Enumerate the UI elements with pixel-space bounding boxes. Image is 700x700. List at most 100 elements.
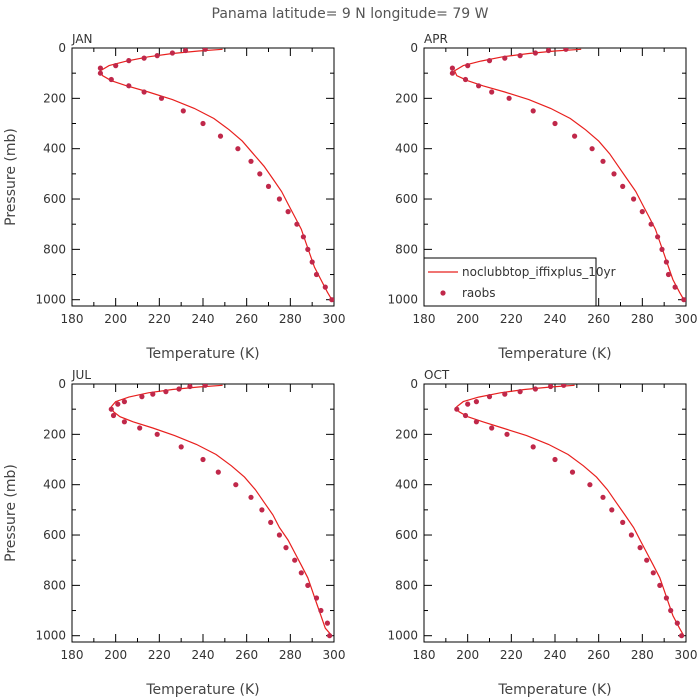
series-point-raobs-jul — [108, 406, 114, 412]
series-point-raobs-oct — [489, 425, 495, 431]
panel-jan: JAN Temperature (K) Pressure (mb) 180 200… — [3, 32, 345, 362]
series-point-raobs-jul — [154, 431, 160, 437]
y-tick-label-apr: 1000 — [387, 293, 418, 307]
series-point-raobs-oct — [620, 519, 626, 526]
series-point-raobs-jan — [309, 259, 315, 265]
x-tick-label-jul: 260 — [235, 648, 258, 662]
series-point-raobs-oct — [679, 633, 685, 639]
series-point-raobs-apr — [563, 48, 569, 52]
series-point-raobs-jan — [300, 234, 306, 240]
panel-title-oct: OCT — [424, 368, 450, 382]
series-point-raobs-jan — [257, 171, 263, 177]
series-point-raobs-jul — [202, 384, 208, 388]
y-tick-label-jul: 400 — [43, 478, 66, 492]
series-point-raobs-jan — [108, 76, 114, 83]
series-point-raobs-oct — [561, 384, 567, 388]
x-tick-label-apr: 200 — [456, 312, 479, 326]
ylabel-jan: Pressure (mb) — [3, 128, 19, 226]
series-point-raobs-oct — [454, 406, 460, 412]
series-point-raobs-jul — [215, 469, 221, 475]
series-point-raobs-jul — [115, 401, 121, 407]
series-point-raobs-apr — [600, 158, 606, 164]
series-point-raobs-apr — [663, 259, 670, 265]
x-tick-label-apr: 220 — [500, 312, 523, 326]
x-tick-label-jul: 300 — [323, 648, 346, 662]
series-point-raobs-jul — [283, 545, 289, 551]
series-point-raobs-oct — [674, 620, 680, 626]
y-tick-label-oct: 600 — [395, 528, 418, 542]
x-tick-label-jul: 220 — [148, 648, 171, 662]
y-tick-label-oct: 400 — [395, 478, 418, 492]
series-point-raobs-jul — [137, 425, 143, 431]
series-point-raobs-jul — [327, 633, 333, 639]
x-tick-label-jul: 240 — [192, 648, 215, 662]
x-tick-label-oct: 240 — [544, 648, 567, 662]
x-tick-label-apr: 260 — [587, 312, 610, 326]
y-tick-label-jan: 600 — [43, 192, 66, 206]
series-point-raobs-apr — [589, 146, 595, 152]
series-point-raobs-jul — [178, 444, 184, 450]
y-tick-label-jul: 800 — [43, 578, 66, 592]
series-point-raobs-oct — [637, 545, 643, 551]
series-point-raobs-apr — [655, 234, 661, 240]
series-point-raobs-apr — [530, 108, 536, 114]
series-point-raobs-oct — [548, 384, 554, 390]
series-point-raobs-apr — [476, 83, 482, 89]
series-point-raobs-oct — [600, 494, 606, 500]
series-point-raobs-apr — [648, 221, 654, 227]
series-point-raobs-jul — [121, 419, 127, 425]
x-tick-label-oct: 180 — [413, 648, 436, 662]
series-point-raobs-jan — [154, 53, 160, 59]
series-point-raobs-jul — [318, 607, 324, 614]
y-tick-label-apr: 600 — [395, 192, 418, 206]
series-point-raobs-apr — [517, 53, 523, 59]
x-tick-label-apr: 280 — [631, 312, 654, 326]
series-point-raobs-jul — [150, 391, 156, 397]
series-point-raobs-jul — [110, 412, 117, 419]
x-tick-label-oct: 260 — [587, 648, 610, 662]
y-tick-label-apr: 200 — [395, 91, 418, 105]
y-tick-label-oct: 200 — [395, 427, 418, 441]
series-point-raobs-oct — [628, 532, 635, 538]
series-point-raobs-oct — [473, 399, 479, 405]
plot-frame-jul — [71, 383, 335, 643]
y-tick-label-jul: 200 — [43, 427, 66, 441]
panel-title-jul: JUL — [71, 368, 91, 382]
series-point-raobs-jan — [180, 108, 186, 114]
series-point-raobs-apr — [465, 63, 471, 69]
y-tick-label-oct: 0 — [410, 377, 418, 391]
x-tick-label-jan: 240 — [192, 312, 215, 326]
x-tick-label-jan: 200 — [104, 312, 127, 326]
series-point-raobs-oct — [587, 482, 593, 488]
series-point-raobs-jul — [313, 595, 320, 601]
y-tick-label-jan: 800 — [43, 242, 66, 256]
y-tick-label-jan: 400 — [43, 142, 66, 156]
series-line-model-oct — [456, 384, 685, 636]
x-tick-label-apr: 300 — [675, 312, 698, 326]
panel-jul: JUL Temperature (K) Pressure (mb) 180 200… — [3, 368, 345, 698]
x-tick-label-jul: 180 — [61, 648, 84, 662]
plot-frame-oct — [423, 383, 687, 643]
series-point-raobs-oct — [532, 386, 539, 392]
x-tick-label-oct: 280 — [631, 648, 654, 662]
series-point-raobs-oct — [552, 456, 558, 463]
series-point-raobs-oct — [644, 557, 650, 563]
series-point-raobs-jan — [265, 183, 272, 189]
y-tick-label-apr: 0 — [410, 41, 418, 55]
series-point-raobs-apr — [572, 133, 578, 139]
y-tick-label-oct: 1000 — [387, 629, 418, 643]
series-point-raobs-oct — [486, 394, 493, 400]
x-tick-label-jan: 260 — [235, 312, 258, 326]
plot-frame-jan — [71, 47, 335, 307]
series-point-raobs-oct — [650, 570, 656, 576]
series-point-raobs-oct — [465, 401, 471, 407]
series-point-raobs-oct — [657, 582, 663, 589]
series-point-raobs-jan — [182, 48, 189, 54]
series-point-raobs-apr — [502, 55, 508, 61]
x-tick-label-jan: 280 — [279, 312, 302, 326]
legend-marker-swatch — [440, 290, 446, 296]
series-point-raobs-jul — [248, 494, 254, 500]
legend-label-obs: raobs — [462, 286, 496, 300]
series-point-raobs-jul — [187, 384, 193, 390]
series-point-raobs-jan — [126, 58, 132, 64]
